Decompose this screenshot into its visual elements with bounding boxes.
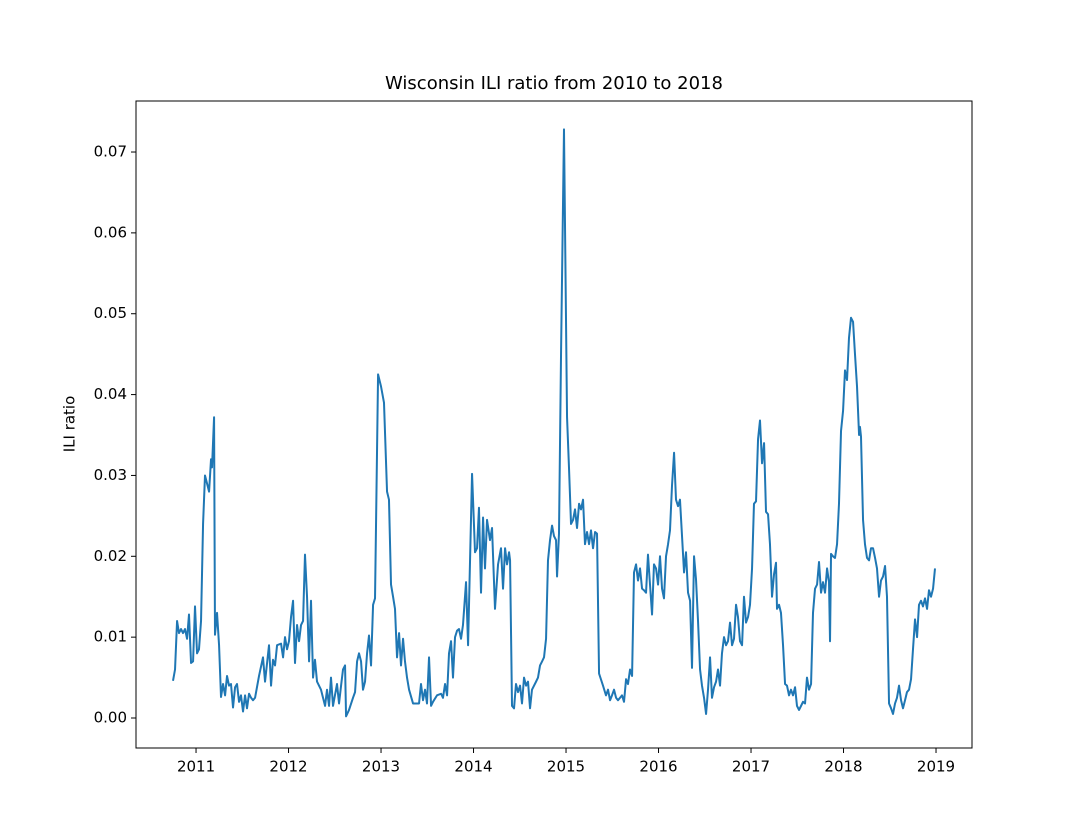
y-tick-label: 0.04 [94, 385, 127, 403]
y-tick-label: 0.05 [94, 304, 127, 322]
y-tick-label: 0.03 [94, 466, 127, 484]
x-tick-label: 2012 [269, 758, 307, 776]
x-tick-label: 2015 [547, 758, 585, 776]
y-tick-label: 0.00 [94, 709, 127, 727]
x-tick-label: 2017 [732, 758, 770, 776]
x-tick-label: 2014 [454, 758, 492, 776]
x-tick-label: 2013 [362, 758, 400, 776]
y-tick-label: 0.01 [94, 628, 127, 646]
x-tick-label: 2011 [177, 758, 215, 776]
y-tick-label: 0.07 [94, 143, 127, 161]
x-tick-label: 2018 [824, 758, 862, 776]
chart-title: Wisconsin ILI ratio from 2010 to 2018 [385, 73, 723, 94]
line-series [172, 128, 936, 718]
y-tick-label: 0.02 [94, 547, 127, 565]
plot-frame [135, 100, 973, 749]
y-tick-label: 0.06 [94, 223, 127, 241]
y-axis-label: ILI ratio [61, 396, 79, 453]
x-tick-label: 2016 [639, 758, 677, 776]
x-tick-label: 2019 [917, 758, 955, 776]
